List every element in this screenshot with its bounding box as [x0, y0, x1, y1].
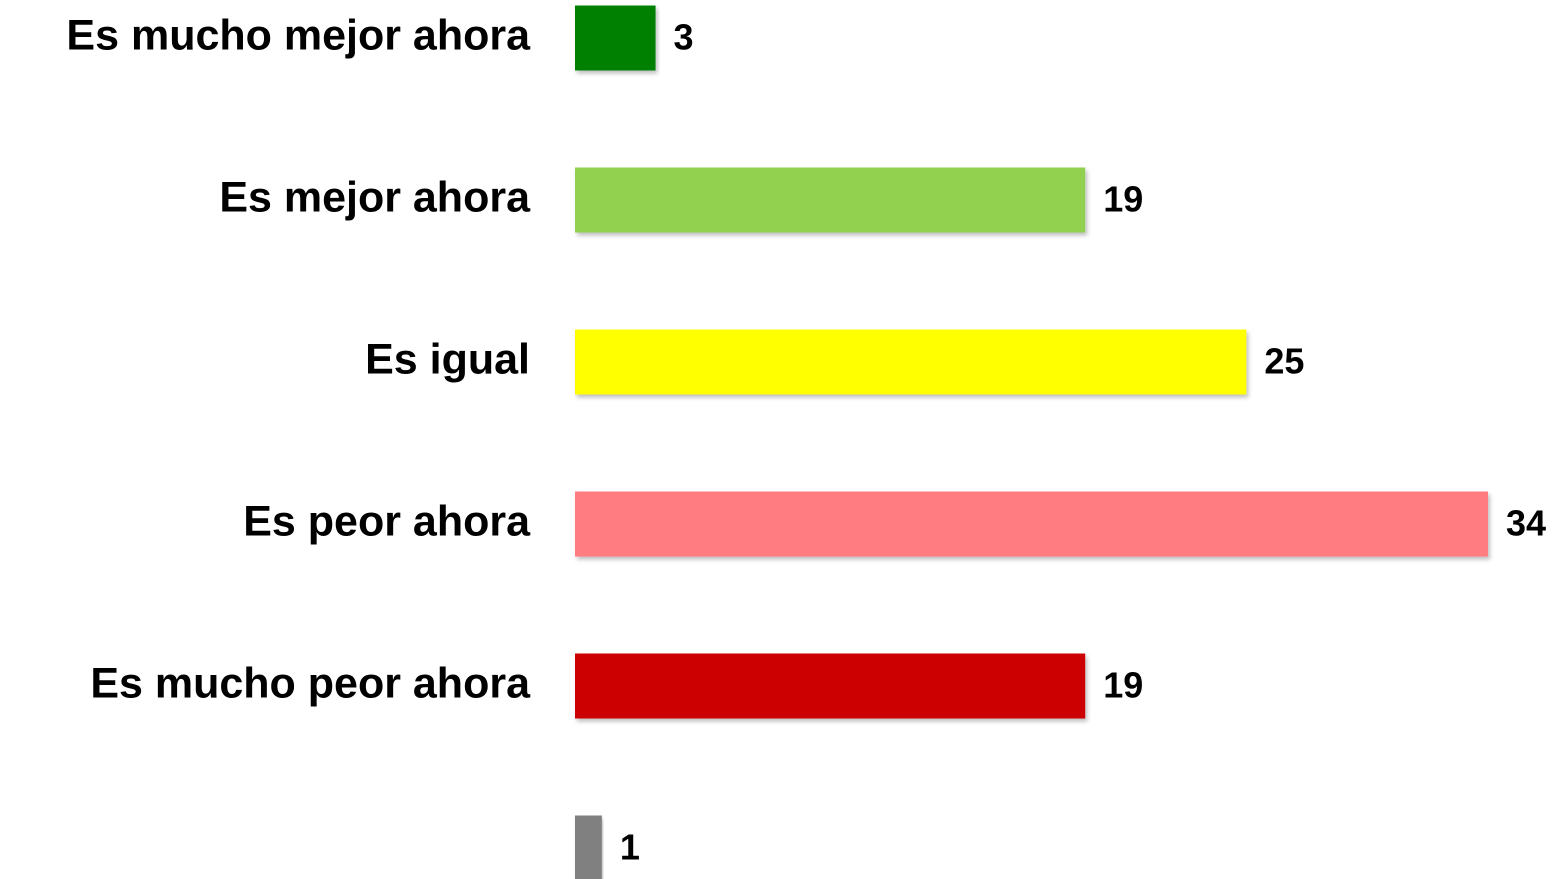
category-label: Es mucho peor ahora — [90, 659, 531, 707]
bar — [575, 5, 656, 71]
value-label: 25 — [1264, 341, 1304, 382]
value-label: 3 — [674, 17, 694, 58]
category-label: Es mejor ahora — [219, 173, 531, 221]
value-label: 1 — [620, 827, 640, 868]
category-label: Es mucho mejor ahora — [66, 11, 531, 59]
value-label: 19 — [1103, 665, 1143, 706]
category-label: Es peor ahora — [243, 497, 531, 545]
bar — [575, 491, 1488, 557]
category-label: Es igual — [365, 335, 530, 383]
value-label: 19 — [1103, 179, 1143, 220]
bar — [575, 167, 1086, 233]
bar — [575, 329, 1247, 395]
bar — [575, 815, 602, 879]
bar — [575, 653, 1086, 719]
value-label: 34 — [1506, 503, 1546, 544]
